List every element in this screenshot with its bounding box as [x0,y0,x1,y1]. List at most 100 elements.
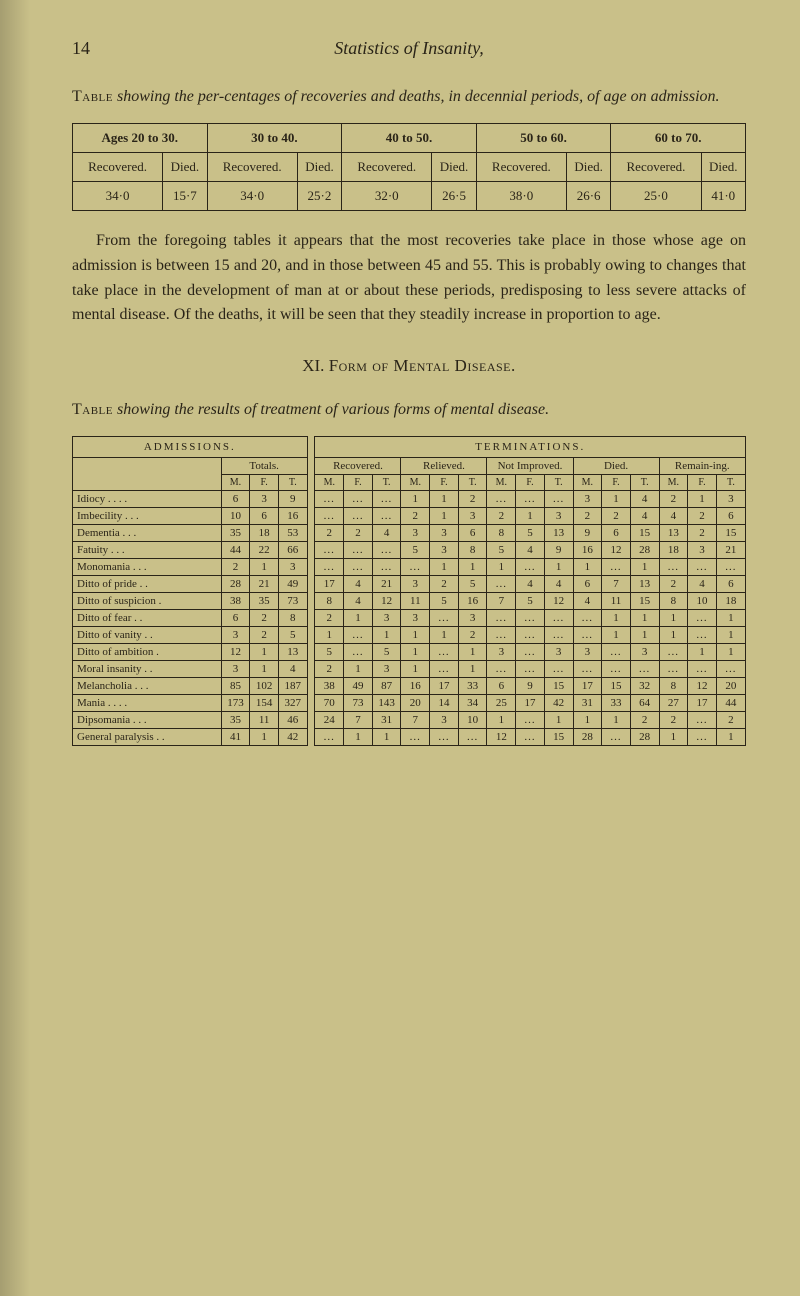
table2-caption: Table showing the results of treatment o… [72,398,746,422]
t2-cell: 3 [221,661,250,678]
t2-cell: 21 [716,542,745,559]
t1-s20: Recovered. [342,153,432,182]
caption1-lead: Table [72,88,113,105]
t2-cell: 31 [372,712,401,729]
table-row: Ditto of vanity . .3251...1112..........… [73,627,746,644]
t2-cell: 15 [630,525,659,542]
t2-cell: 3 [221,627,250,644]
t2-cell: 2 [659,576,688,593]
t2-cell: ... [544,610,573,627]
t2-rowlabel: Moral insanity . . [73,661,222,678]
t2-cell: 1 [315,627,344,644]
t2-cell: 1 [458,559,487,576]
t2-cell: ... [315,491,344,508]
t2-cell: 2 [458,491,487,508]
t2-cell: ... [544,627,573,644]
t2-cell: 15 [602,678,631,695]
t2-m4: M. [573,475,602,491]
t2-cell: 1 [544,559,573,576]
t2-cell: 6 [250,508,279,525]
t2-cell: 2 [250,610,279,627]
t2-cell: 1 [401,627,430,644]
t2-cell: 3 [544,508,573,525]
section-num: XI. [302,356,324,375]
t2-cell: 3 [372,661,401,678]
t2-cell: 3 [430,525,459,542]
t2-m1: M. [315,475,344,491]
t2-cell: 3 [401,576,430,593]
t2-cell: 10 [688,593,717,610]
t1-s41: Died. [701,153,746,182]
t2-recovered: Recovered. [315,458,401,475]
t2-cell: 49 [344,678,373,695]
t2-cell: 3 [487,644,516,661]
t2-cell: 4 [516,576,545,593]
t2-t4: T. [630,475,659,491]
t2-cell: ... [516,559,545,576]
t2-cell: 3 [573,644,602,661]
t2-cell: 1 [688,491,717,508]
t2-cell: 4 [516,542,545,559]
t2-gap-cell [307,508,315,525]
t2-cell: 1 [630,610,659,627]
t2-cell: 22 [250,542,279,559]
t2-cell: 2 [458,627,487,644]
t2-cell: 64 [630,695,659,712]
t2-cell: 16 [458,593,487,610]
t2-cell: 5 [516,525,545,542]
t2-cell: ... [344,491,373,508]
t1-g0: Ages 20 to 30. [73,124,208,153]
t2-cell: ... [430,610,459,627]
t2-rowlabel: Ditto of pride . . [73,576,222,593]
t2-cell: 5 [372,644,401,661]
t2-cell: 12 [544,593,573,610]
t2-cell: 4 [372,525,401,542]
t2-cell: 53 [278,525,307,542]
t2-cell: ... [688,559,717,576]
t2-cell: 1 [630,559,659,576]
table-row: Ditto of fear . .6282133...3............… [73,610,746,627]
t2-cell: 8 [487,525,516,542]
t2-cell: ... [344,508,373,525]
t2-rowlabel: Mania . . . . [73,695,222,712]
t2-cell: 32 [630,678,659,695]
t2-cell: 10 [221,508,250,525]
t2-cell: 8 [458,542,487,559]
t2-cell: 17 [688,695,717,712]
t2-cell: ... [458,729,487,746]
page-number: 14 [72,38,112,59]
t2-cell: 1 [716,644,745,661]
t2-cell: ... [487,491,516,508]
t2-cell: 1 [659,627,688,644]
t2-t3: T. [544,475,573,491]
t2-cell: 85 [221,678,250,695]
t1-d3: 25·2 [297,182,341,211]
t2-cell: 3 [544,644,573,661]
t2-cell: 1 [573,559,602,576]
t1-g4: 60 to 70. [611,124,746,153]
t2-blank [73,458,222,491]
t2-cell: 4 [544,576,573,593]
t2-gap-cell [307,729,315,746]
t2-cell: 1 [458,644,487,661]
t1-d5: 26·5 [432,182,476,211]
t2-cell: 12 [221,644,250,661]
table-row: Melancholia . . .85102187384987161733691… [73,678,746,695]
t2-cell: 18 [716,593,745,610]
t2-cell: ... [372,559,401,576]
t2-cell: 2 [430,576,459,593]
t2-cell: ... [516,627,545,644]
t2-cell: 9 [278,491,307,508]
t2-cell: ... [344,542,373,559]
t2-cell: ... [344,627,373,644]
t2-cell: ... [688,627,717,644]
t2-cell: 12 [487,729,516,746]
t2-cell: 14 [430,695,459,712]
t2-cell: ... [573,661,602,678]
t2-cell: 16 [401,678,430,695]
t2-cell: 143 [372,695,401,712]
t2-cell: ... [688,610,717,627]
t1-d9: 41·0 [701,182,746,211]
t2-t5: T. [716,475,745,491]
t2-cell: 1 [401,644,430,661]
